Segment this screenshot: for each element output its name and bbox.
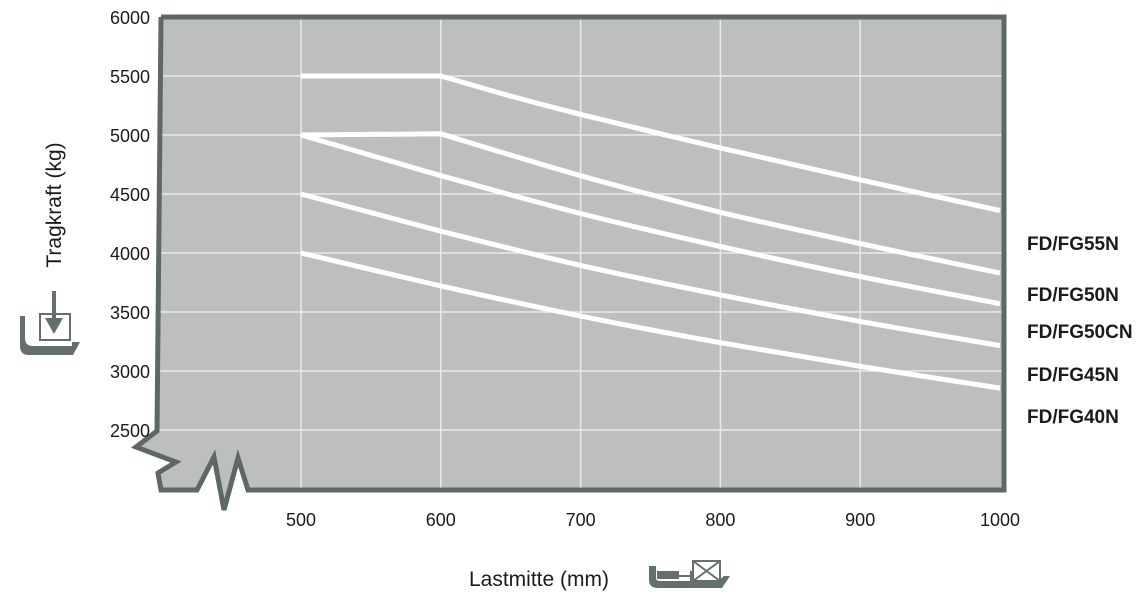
x-axis-title: Lastmitte (mm) [469, 568, 609, 591]
series-labels: FD/FG55N FD/FG50N FD/FG50CN FD/FG45N FD/FG40… [1027, 234, 1133, 428]
y-axis-title: Tragkraft (kg) [43, 142, 66, 267]
y-tick-label: 4500 [110, 185, 150, 205]
series-layer [300, 73, 1001, 391]
y-tick-label: 4000 [110, 244, 150, 264]
y-tick-labels: 2500 3000 3500 4000 4500 5000 5500 6000 [110, 8, 150, 441]
y-tick-label: 3000 [110, 362, 150, 382]
y-tick-label: 6000 [110, 8, 150, 28]
x-tick-label: 800 [705, 510, 735, 530]
series-label: FD/FG50CN [1027, 322, 1133, 343]
series-label: FD/FG55N [1027, 234, 1119, 255]
y-tick-label: 5000 [110, 126, 150, 146]
plot-frame [130, 14, 1007, 511]
x-tick-label: 700 [566, 510, 596, 530]
series-label: FD/FG40N [1027, 407, 1119, 428]
x-tick-label: 900 [845, 510, 875, 530]
series-label: FD/FG45N [1027, 365, 1119, 386]
grid-layer [150, 17, 1004, 495]
series-line-fd-fg50cn [300, 132, 1001, 307]
series-line-fd-fg40n [300, 250, 1001, 391]
y-tick-label: 5500 [110, 67, 150, 87]
x-tick-label: 600 [426, 510, 456, 530]
y-tick-label: 3500 [110, 303, 150, 323]
series-line-fd-fg50n [300, 131, 1001, 276]
series-line-fd-fg45n [300, 191, 1001, 349]
load-center-pallet-icon [649, 560, 730, 588]
y-tick-label: 2500 [110, 421, 150, 441]
x-tick-label: 1000 [980, 510, 1020, 530]
x-tick-label: 500 [286, 510, 316, 530]
series-line-fd-fg55n [301, 73, 1001, 213]
series-label: FD/FG50N [1027, 285, 1119, 306]
x-tick-labels: 500 600 700 800 900 1000 [286, 510, 1020, 530]
fork-load-down-icon [20, 291, 80, 355]
